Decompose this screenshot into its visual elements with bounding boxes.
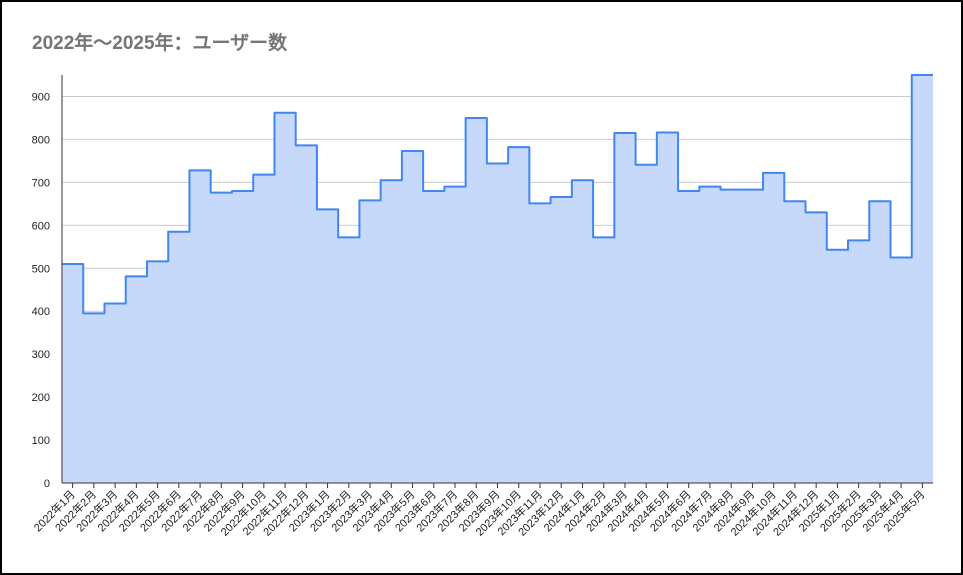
y-tick-label: 200 (32, 392, 50, 404)
y-tick-label: 0 (44, 478, 50, 490)
y-tick-label: 400 (32, 306, 50, 318)
y-tick-label: 500 (32, 263, 50, 275)
y-tick-label: 300 (32, 349, 50, 361)
chart-title: 2022年～2025年：ユーザー数 (32, 33, 288, 54)
y-tick-label: 700 (32, 177, 50, 189)
series-line (62, 74, 933, 315)
y-tick-label: 900 (32, 91, 50, 103)
series-area (62, 75, 933, 483)
y-tick-label: 100 (32, 435, 50, 447)
y-tick-label: 600 (32, 220, 50, 232)
y-tick-label: 800 (32, 134, 50, 146)
